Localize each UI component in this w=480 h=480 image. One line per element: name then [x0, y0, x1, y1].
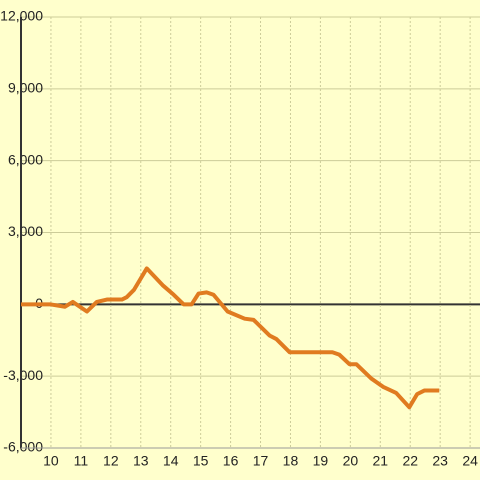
- x-tick-label: 22: [402, 453, 418, 469]
- x-tick-label: 24: [462, 453, 478, 469]
- data-line: [21, 266, 440, 410]
- y-tick-label: 3,000: [8, 223, 43, 239]
- x-tick-label: 21: [373, 453, 389, 469]
- y-tick-label: -3,000: [3, 367, 43, 383]
- y-tick-label: 6,000: [8, 151, 43, 167]
- x-tick-label: 14: [163, 453, 179, 469]
- x-tick-label: 20: [343, 453, 359, 469]
- x-tick-label: 19: [313, 453, 329, 469]
- x-tick-label: 11: [74, 453, 89, 469]
- x-tick-label: 13: [133, 453, 149, 469]
- y-tick-label: -6,000: [3, 439, 43, 455]
- x-tick-label: 10: [43, 453, 59, 469]
- y-tick-label: 12,000: [0, 8, 43, 24]
- x-tick-label: 17: [253, 453, 269, 469]
- y-tick-label: 9,000: [8, 80, 43, 96]
- x-tick-label: 12: [103, 453, 119, 469]
- x-tick-label: 16: [223, 453, 239, 469]
- x-tick-label: 18: [283, 453, 299, 469]
- x-tick-label: 23: [432, 453, 448, 469]
- x-tick-label: 15: [193, 453, 209, 469]
